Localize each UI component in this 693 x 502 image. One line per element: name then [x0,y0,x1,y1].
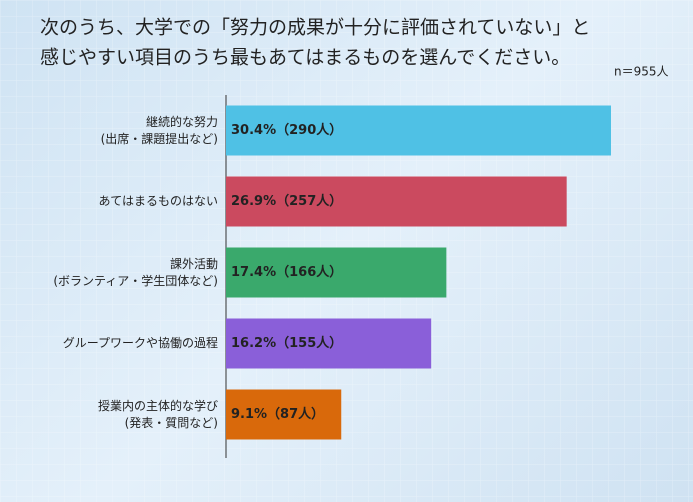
chart-title: 感じやすい項目のうち最もあてはまるものを選んでください。 [40,47,570,69]
bar [226,389,342,440]
y-tick-label: 授業内の主体的な学び(発表・質問など) [98,398,218,430]
y-tick-label: 課外活動(ボランティア・学生団体など) [53,256,218,288]
data-label: 30.4%（290人） [231,122,342,138]
y-tick-label: 継続的な努力(出席・課題提出など) [101,114,218,146]
data-label: 17.4%（166人） [231,264,342,280]
annotation: n＝955人 [614,65,669,79]
y-tick-label: あてはまるものはない [98,194,218,208]
data-label: 26.9%（257人） [231,193,342,209]
bar [226,105,611,156]
data-label: 16.2%（155人） [231,335,342,351]
y-tick-label: グループワークや協働の過程 [63,335,218,350]
bar [226,318,432,369]
bar [226,176,567,227]
chart-title: 次のうち、大学での「努力の成果が十分に評価されていない」と [40,17,590,39]
data-label: 9.1%（87人） [231,406,324,422]
bar [226,247,447,298]
